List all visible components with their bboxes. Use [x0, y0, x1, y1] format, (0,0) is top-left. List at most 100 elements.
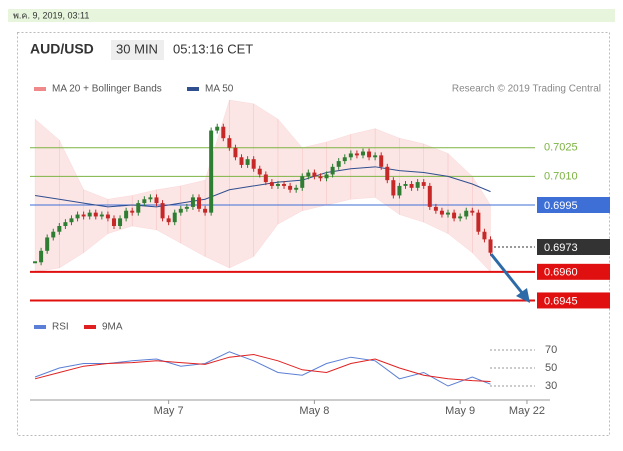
candle	[190, 197, 195, 207]
candle	[403, 184, 408, 186]
candle	[209, 130, 214, 213]
candle	[130, 210, 135, 213]
candle	[409, 184, 414, 188]
candle	[275, 184, 280, 186]
legend-swatch	[34, 325, 46, 329]
bollinger-band	[59, 139, 84, 269]
candle	[124, 210, 129, 219]
candle	[184, 206, 189, 209]
candle	[221, 126, 226, 139]
candle	[427, 185, 432, 207]
candle	[215, 126, 220, 131]
rsi-tick-label: 70	[545, 344, 557, 356]
candle	[118, 218, 123, 226]
candle	[227, 138, 232, 148]
bollinger-band	[131, 189, 157, 231]
candle	[373, 155, 378, 158]
forecast-arrow	[489, 253, 525, 295]
candle	[342, 157, 347, 162]
candle	[111, 218, 116, 226]
bollinger-band	[204, 99, 230, 269]
bollinger-band	[350, 128, 376, 200]
legend-swatch	[187, 87, 199, 91]
candle	[446, 212, 451, 215]
bollinger-band	[180, 179, 206, 257]
candle	[330, 166, 335, 175]
level-label: 0.6995	[544, 200, 578, 212]
candle	[136, 203, 141, 213]
candle	[33, 261, 38, 264]
level-box	[537, 239, 610, 255]
candle	[203, 208, 208, 213]
candle	[306, 172, 311, 177]
candle	[294, 187, 299, 190]
header-strip	[8, 9, 615, 22]
bollinger-band	[277, 118, 303, 225]
level-label: 0.7025	[544, 142, 578, 154]
candle	[269, 182, 274, 186]
chart-frame	[17, 32, 610, 436]
candle	[482, 231, 487, 240]
candle	[69, 218, 74, 223]
forecast-arrow-head	[516, 288, 530, 303]
level-label: 0.6973	[544, 242, 578, 254]
candle	[452, 212, 457, 219]
candle	[318, 176, 323, 179]
candle	[336, 161, 341, 167]
credit: Research © 2019 Trading Central	[452, 84, 601, 95]
candle	[476, 212, 481, 232]
candle	[385, 166, 390, 181]
candle	[421, 182, 426, 186]
candle	[439, 210, 444, 215]
plot: 0.7025 0.7010 0.6995 0.6973 0.6960 0.6945 30 50…	[30, 99, 610, 417]
x-tick-label: May 9	[445, 405, 475, 417]
candle	[458, 216, 463, 219]
candle	[87, 212, 92, 217]
candle	[166, 218, 171, 223]
candle	[63, 222, 68, 226]
candle	[470, 210, 475, 213]
chart-title: AUD/USD	[30, 41, 94, 57]
rsi-tick-label: 30	[545, 380, 557, 392]
candle	[488, 239, 493, 253]
candle	[360, 151, 365, 156]
legend-label: MA 20 + Bollinger Bands	[52, 84, 162, 95]
candle	[415, 182, 420, 188]
level-box	[537, 197, 610, 213]
candle	[142, 199, 147, 204]
candle	[354, 153, 359, 156]
bollinger-band	[229, 99, 254, 269]
candle	[257, 168, 262, 175]
x-tick-label: May 7	[154, 405, 184, 417]
timeframe-bg	[111, 40, 164, 60]
time: 05:13:16 CET	[173, 41, 253, 56]
candle	[312, 172, 317, 177]
timeframe: 30 MIN	[116, 41, 158, 56]
candle	[391, 180, 396, 196]
candle	[39, 250, 44, 263]
candle	[99, 214, 104, 217]
candle	[348, 153, 353, 158]
legend-label: 9MA	[102, 322, 123, 333]
candle	[251, 159, 256, 169]
candle	[172, 212, 177, 223]
candle	[154, 197, 159, 204]
level-label: 0.7010	[544, 170, 578, 182]
bollinger-band	[447, 152, 473, 254]
legend-label: MA 50	[205, 84, 234, 95]
x-tick-label: May 22	[509, 405, 545, 417]
level-box	[537, 263, 610, 280]
candle	[263, 174, 268, 183]
rsi-tick-label: 50	[545, 362, 557, 374]
candle	[379, 155, 384, 167]
candle	[239, 157, 244, 165]
rsi-line	[34, 353, 491, 382]
candle	[160, 203, 165, 219]
candle	[300, 176, 305, 188]
candle	[105, 214, 110, 219]
candle	[75, 214, 80, 219]
candle	[45, 237, 50, 251]
candle	[148, 197, 153, 200]
